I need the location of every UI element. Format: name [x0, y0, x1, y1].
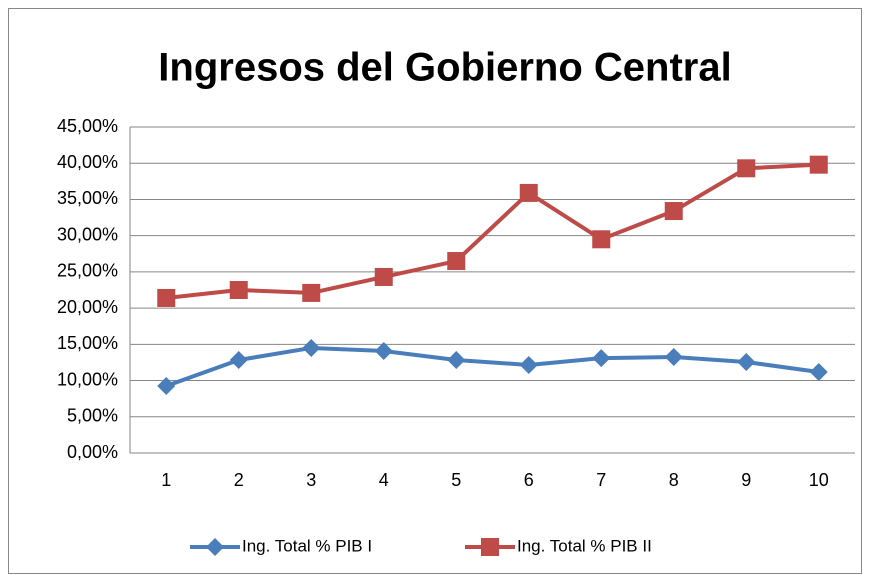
legend-label: Ing. Total % PIB II	[517, 536, 652, 555]
x-tick-label: 4	[379, 470, 389, 490]
data-point	[302, 283, 321, 302]
data-point	[519, 183, 538, 202]
series-line	[165, 345, 820, 388]
y-tick-label: 10,00%	[57, 369, 118, 389]
y-tick-label: 20,00%	[57, 297, 118, 317]
x-tick-label: 5	[451, 470, 461, 490]
data-point	[447, 252, 466, 271]
x-tick-label: 6	[524, 470, 534, 490]
data-point	[809, 363, 828, 382]
data-point	[374, 267, 393, 286]
legend-label: Ing. Total % PIB I	[242, 536, 372, 555]
data-point	[229, 281, 248, 299]
legend-marker	[206, 538, 224, 556]
x-tick-label: 2	[234, 470, 244, 490]
chart-border	[8, 8, 862, 574]
data-point	[664, 348, 683, 367]
data-point	[664, 202, 683, 221]
series-line	[166, 162, 819, 300]
y-tick-label: 5,00%	[67, 406, 118, 426]
data-point	[809, 155, 828, 174]
data-point	[374, 341, 393, 360]
data-point	[157, 376, 176, 395]
x-tick-label: 1	[161, 470, 171, 490]
data-point	[157, 288, 176, 307]
data-point	[592, 349, 611, 368]
y-tick-label: 25,00%	[57, 261, 118, 281]
data-point	[737, 353, 756, 372]
legend-marker	[481, 538, 499, 556]
y-tick-label: 35,00%	[57, 188, 118, 208]
data-point	[519, 355, 538, 374]
y-tick-label: 0,00%	[67, 442, 118, 462]
chart-title: Ingresos del Gobierno Central	[158, 46, 731, 90]
y-tick-label: 30,00%	[57, 224, 118, 244]
y-tick-label: 15,00%	[57, 333, 118, 353]
data-point	[447, 350, 466, 369]
data-point	[592, 230, 611, 249]
data-point	[229, 350, 248, 369]
x-tick-label: 3	[306, 470, 316, 490]
x-tick-label: 8	[669, 470, 679, 490]
x-tick-label: 7	[596, 470, 606, 490]
x-tick-label: 10	[809, 470, 829, 490]
data-point	[302, 338, 321, 357]
data-point	[737, 159, 756, 178]
y-tick-label: 40,00%	[57, 152, 118, 172]
x-tick-label: 9	[741, 470, 751, 490]
y-tick-label: 45,00%	[57, 116, 118, 136]
